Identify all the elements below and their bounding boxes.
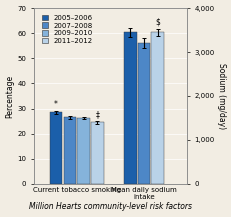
Bar: [91, 122, 103, 184]
X-axis label: Million Hearts community-level risk factors: Million Hearts community-level risk fact…: [29, 202, 191, 211]
Legend: 2005–2006, 2007–2008, 2009–2010, 2011–2012: 2005–2006, 2007–2008, 2009–2010, 2011–20…: [40, 13, 94, 46]
Bar: [50, 112, 62, 184]
Text: ‡: ‡: [95, 111, 99, 120]
Y-axis label: Percentage: Percentage: [6, 74, 15, 118]
Text: $: $: [155, 18, 159, 27]
Bar: [137, 43, 150, 184]
Text: *: *: [54, 100, 58, 108]
Bar: [77, 118, 90, 184]
Y-axis label: Sodium (mg/day): Sodium (mg/day): [216, 63, 225, 129]
Bar: [63, 117, 76, 184]
Bar: [123, 32, 136, 184]
Bar: [151, 32, 163, 184]
